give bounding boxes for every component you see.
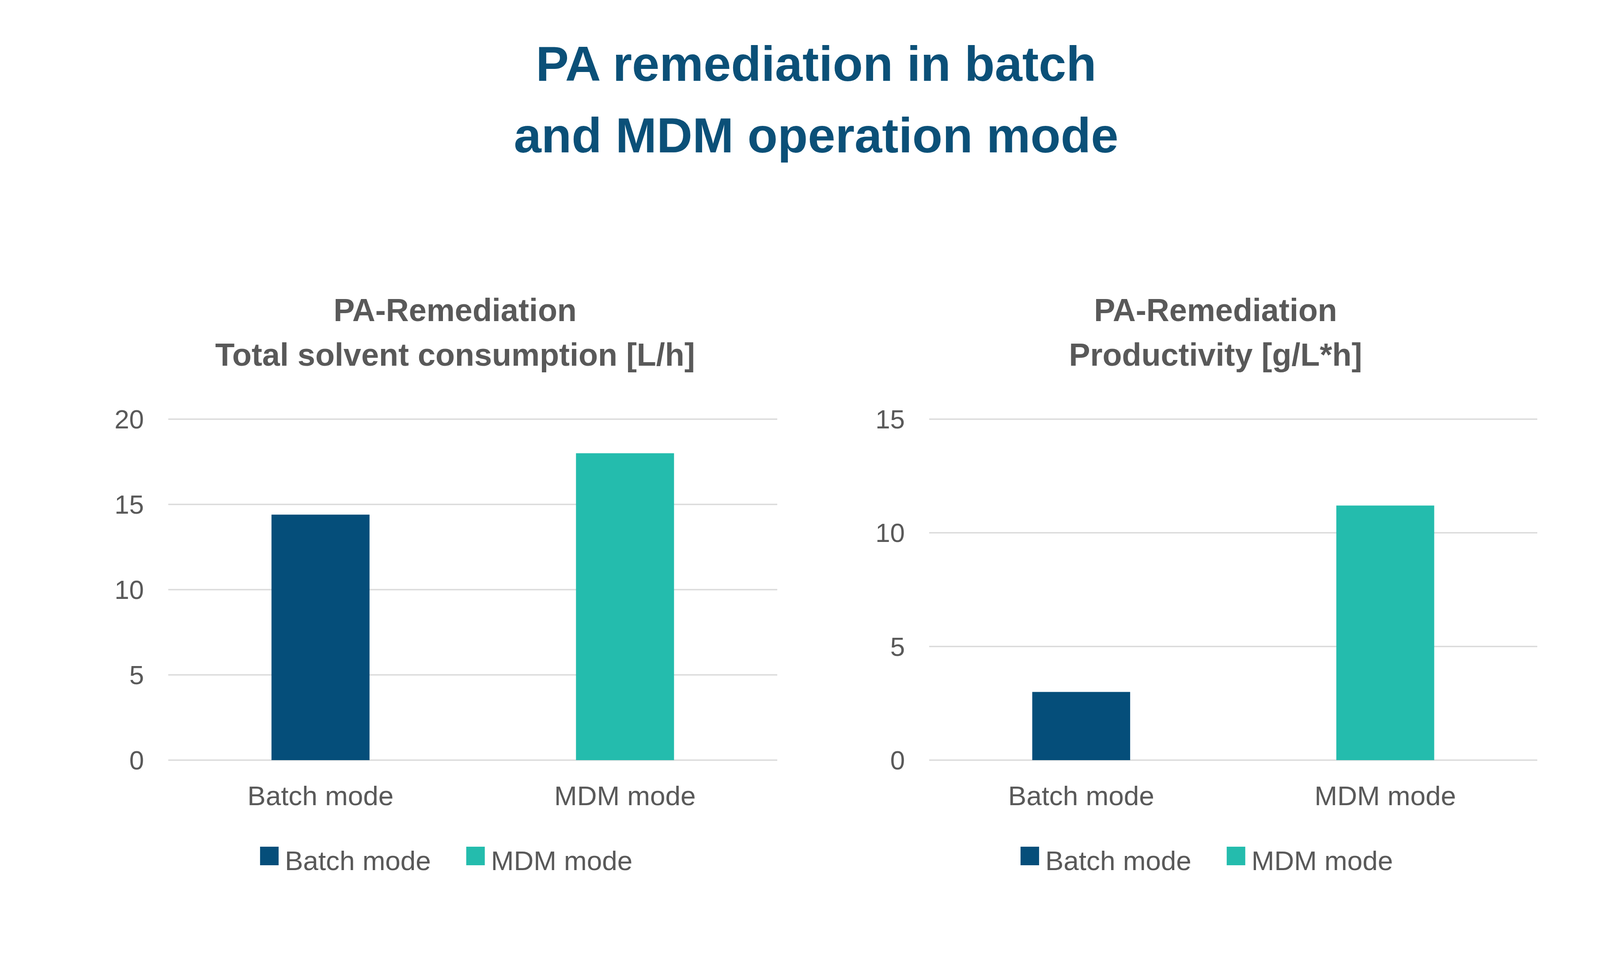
- bar: [1032, 692, 1131, 761]
- grid-line: [929, 645, 1538, 647]
- grid-line: [929, 418, 1538, 420]
- bars: [271, 453, 675, 761]
- grid-line: [168, 418, 778, 420]
- grid-line: [929, 532, 1538, 534]
- grid-line: [168, 674, 778, 676]
- bar: [1336, 505, 1435, 761]
- chart-title: PA-Remediation: [333, 292, 577, 328]
- y-tick-label: 15: [875, 404, 905, 435]
- legend-label: MDM mode: [491, 845, 633, 876]
- x-tick-label: MDM mode: [1314, 780, 1457, 811]
- y-tick-label: 5: [890, 631, 905, 662]
- y-tick-label: 5: [129, 660, 144, 690]
- legend-swatch: [466, 846, 485, 866]
- y-tick-label: 20: [114, 404, 144, 435]
- x-tick-label: Batch mode: [1008, 780, 1155, 811]
- main-title: and MDM operation mode: [514, 107, 1119, 163]
- main-title: PA remediation in batch: [535, 36, 1097, 92]
- y-tick-label: 0: [129, 745, 144, 776]
- page: PA remediation in batch and MDM operation…: [0, 0, 1600, 958]
- y-tick-label: 10: [114, 574, 144, 605]
- x-tick-label: Batch mode: [247, 780, 394, 811]
- legend: Batch mode MDM mode: [260, 845, 633, 876]
- y-tick-label: 0: [890, 745, 905, 776]
- legend-label: Batch mode: [284, 845, 432, 876]
- legend-label: Batch mode: [1045, 845, 1192, 876]
- bar: [271, 514, 370, 761]
- grid-line: [168, 589, 778, 591]
- y-tick-label: 15: [114, 489, 144, 520]
- bars: [1032, 505, 1434, 761]
- x-tick-label: MDM mode: [554, 780, 696, 811]
- legend-swatch: [260, 846, 279, 866]
- grid-line: [168, 759, 778, 761]
- chart-subtitle: Total solvent consumption [L/h]: [215, 336, 696, 373]
- chart-title: PA-Remediation: [1093, 292, 1338, 328]
- y-tick-label: 10: [875, 518, 905, 548]
- bar: [575, 453, 674, 761]
- chart: PA-Remediation Total solvent consumption …: [114, 292, 778, 876]
- legend-label: MDM mode: [1251, 845, 1393, 876]
- legend: Batch mode MDM mode: [1020, 845, 1393, 876]
- legend-swatch: [1226, 846, 1246, 866]
- grid-line: [929, 759, 1538, 761]
- grid-line: [168, 503, 778, 506]
- legend-swatch: [1020, 846, 1040, 866]
- chart-subtitle: Productivity [g/L*h]: [1069, 336, 1363, 373]
- chart: PA-Remediation Productivity [g/L*h] 0 5 10 15…: [875, 292, 1538, 876]
- background: [0, 0, 1600, 958]
